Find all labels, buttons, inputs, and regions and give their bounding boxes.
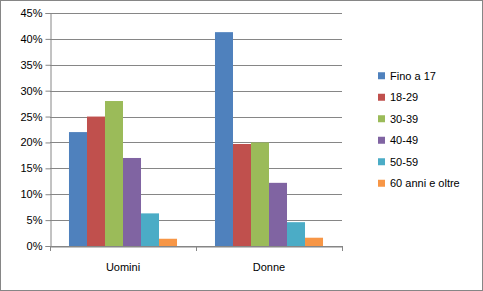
x-tick: Donne [253,247,285,274]
bar [141,213,159,246]
y-tick: 0% [27,240,51,252]
category-separator [50,246,51,251]
grid-line [50,39,342,40]
chart-border [1,1,483,291]
y-tick: 30% [20,85,50,97]
y-tick: 20% [20,136,50,148]
x-axis: Uomini Donne [51,247,343,274]
legend-label: 30-39 [390,113,418,125]
legend-item: 40-49 [378,134,418,146]
series-bars [141,213,305,246]
y-tick-label: 10% [20,188,42,200]
y-tick-label: 45% [20,7,42,19]
bar [123,158,141,246]
legend-label: 60 anni e oltre [390,177,460,189]
y-tick-label: 30% [20,85,42,97]
series-bars [159,238,323,246]
y-tick-label: 5% [27,214,43,226]
series-bars [123,158,287,246]
y-tick-mark [46,220,51,221]
category-separator [342,246,343,251]
grid-line [50,65,342,66]
legend-swatch [378,115,385,122]
bar [287,222,305,246]
y-tick-mark [46,168,51,169]
y-tick: 40% [20,33,50,45]
grid-line [50,91,342,92]
legend-swatch [378,180,385,187]
y-tick-label: 20% [20,136,42,148]
y-tick: 35% [20,59,50,71]
y-tick: 25% [20,111,50,123]
series-bars [69,32,233,246]
y-tick: 45% [20,7,50,19]
category-separator [196,246,197,251]
legend-item: Fino a 17 [378,70,436,82]
bar [269,183,287,246]
legend-item: 30-39 [378,113,418,125]
legend-swatch [378,137,385,144]
chart: 0% 5% 10% 15% 20% 25% 30% 35% 40% 45% Uomini Donne F… [0,0,483,291]
y-tick-mark [46,246,51,247]
y-tick-label: 25% [20,111,42,123]
bar [251,142,269,246]
y-tick-mark [46,91,51,92]
bar [87,117,105,246]
grid-line [50,13,342,14]
y-tick-mark [46,39,51,40]
bar [69,132,87,246]
y-tick-mark [46,142,51,143]
bars [69,32,323,246]
y-tick-label: 40% [20,33,42,45]
legend-label: 18-29 [390,91,418,103]
y-tick-mark [46,194,51,195]
x-tick-label: Donne [253,261,285,273]
bar [305,238,323,246]
bar [233,144,251,246]
y-tick: 5% [27,214,51,226]
bar [105,101,123,246]
x-tick-label: Uomini [106,261,140,273]
legend-item: 18-29 [378,91,418,103]
y-tick-mark [46,117,51,118]
x-tick: Uomini [106,247,140,274]
legend: Fino a 17 18-29 30-39 40-49 50-59 60 anni e o… [378,70,460,190]
y-tick-label: 0% [27,240,43,252]
legend-item: 50-59 [378,156,418,168]
legend-swatch [378,72,385,79]
legend-swatch [378,158,385,165]
grid [50,14,342,247]
y-axis-line [46,14,52,247]
legend-label: Fino a 17 [390,70,436,82]
bar [215,32,233,246]
series-bars [105,101,269,246]
bar [159,239,177,246]
y-tick-label: 35% [20,59,42,71]
y-tick: 10% [20,188,50,200]
y-tick-label: 15% [20,162,42,174]
y-axis: 0% 5% 10% 15% 20% 25% 30% 35% 40% 45% [20,7,51,252]
y-tick: 15% [20,162,50,174]
legend-swatch [378,94,385,101]
y-tick-mark [46,13,51,14]
legend-item: 60 anni e oltre [378,177,460,189]
y-tick-mark [46,65,51,66]
legend-label: 50-59 [390,156,418,168]
legend-label: 40-49 [390,134,418,146]
